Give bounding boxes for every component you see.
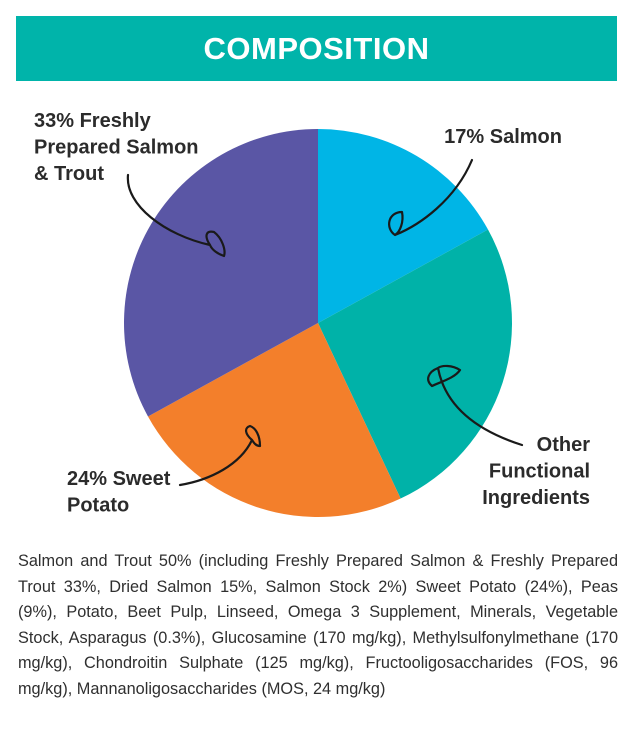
slice-label-17-salmon: 17% Salmon xyxy=(444,126,562,148)
chart-title: COMPOSITION xyxy=(203,30,430,66)
slice-label-33-freshly-prepared-salmon-trout: 33% Freshly Prepared Salmon & Trout xyxy=(34,110,199,185)
pie-slice-24-sweet-potato xyxy=(148,323,401,518)
pie-slices xyxy=(124,129,512,518)
slice-label-line: Prepared Salmon xyxy=(34,137,199,159)
composition-header: COMPOSITION xyxy=(16,16,617,81)
pie-slice-33-freshly-prepared-salmon-trout xyxy=(124,129,318,417)
arrow-other-functional xyxy=(427,364,524,447)
arrow-salmon xyxy=(388,158,474,237)
label-arrows xyxy=(126,158,524,487)
slice-label-24-sweet-potato: 24% Sweet Potato xyxy=(67,468,171,517)
composition-pie-chart: 17% Salmon Other Functional Ingredients 24% … xyxy=(34,110,590,518)
arrow-fresh-salmon-trout xyxy=(126,173,226,258)
arrow-sweet-potato xyxy=(178,424,262,487)
slice-label-line: & Trout xyxy=(34,163,104,185)
pie-slice-17-salmon xyxy=(318,129,488,323)
slice-label-line: 33% Freshly xyxy=(34,110,152,132)
slice-label-other-functional-ingredients: Other Functional Ingredients xyxy=(482,434,590,509)
slice-label-line: Ingredients xyxy=(482,487,590,509)
slice-label-line: 17% Salmon xyxy=(444,126,562,148)
slice-label-line: Potato xyxy=(67,495,129,517)
slice-label-line: Functional xyxy=(489,461,590,483)
ingredients-list: Salmon and Trout 50% (including Freshly … xyxy=(18,552,618,698)
slice-labels: 17% Salmon Other Functional Ingredients 24% … xyxy=(34,110,590,517)
slice-label-line: Other xyxy=(537,434,591,456)
slice-label-line: 24% Sweet xyxy=(67,468,171,490)
pie-slice-other-functional-ingredients xyxy=(318,229,512,499)
